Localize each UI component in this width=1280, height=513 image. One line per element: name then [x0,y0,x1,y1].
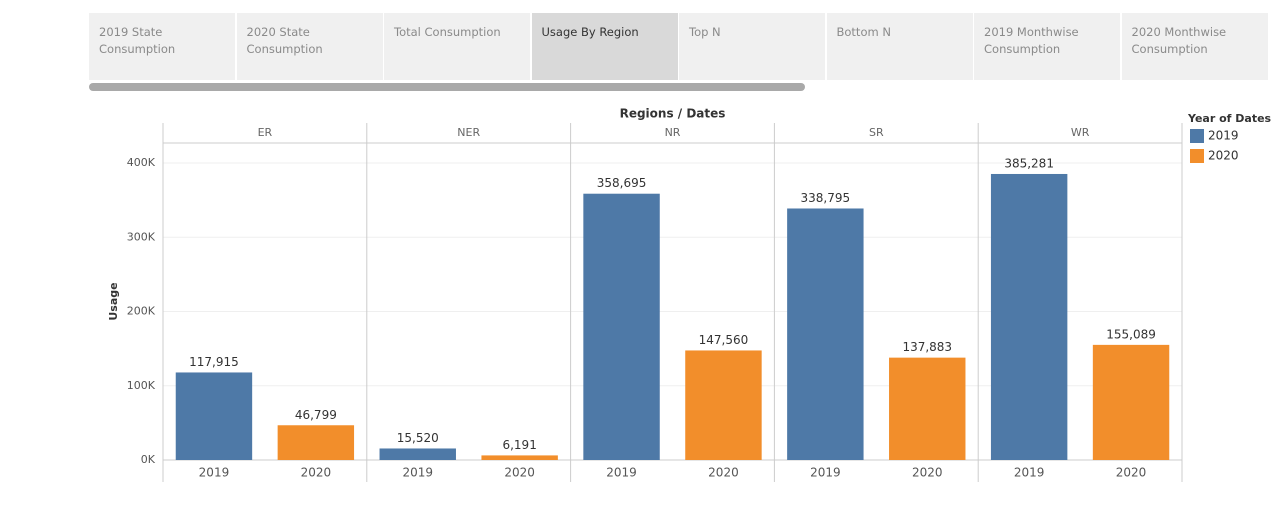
y-tick-label: 400K [127,156,156,169]
value-label: 117,915 [189,355,239,369]
bar [889,357,966,460]
x-tick-label: 2020 [708,466,739,480]
value-label: 155,089 [1106,327,1156,341]
x-tick-label: 2020 [504,466,535,480]
scrollbar[interactable] [89,83,805,91]
bar [685,350,762,460]
bar [990,173,1068,460]
bar [481,455,558,460]
legend-label: 2020 [1208,149,1239,163]
x-tick-label: 2020 [301,466,332,480]
value-label: 338,795 [801,191,851,205]
x-tick-label: 2020 [1116,466,1147,480]
value-label: 385,281 [1004,156,1054,170]
panel-header: NER [457,126,480,139]
legend-label: 2019 [1208,129,1239,143]
panel-header: WR [1071,126,1090,139]
value-label: 147,560 [699,333,749,347]
tab[interactable]: 2019 Monthwise Consumption [974,13,1120,80]
bar [1092,344,1170,460]
tab[interactable]: 2020 Monthwise Consumption [1121,13,1268,80]
tab[interactable]: Total Consumption [384,13,530,80]
tab[interactable]: 2020 State Consumption [236,13,383,80]
panel-header: ER [258,126,273,139]
tab[interactable]: Top N [679,13,825,80]
panel-header: NR [665,126,681,139]
x-tick-label: 2019 [1014,466,1045,480]
bar [277,425,355,460]
x-tick-label: 2020 [912,466,943,480]
y-tick-label: 200K [127,305,156,318]
tab[interactable]: Usage By Region [531,13,678,80]
value-label: 6,191 [502,438,536,452]
legend-title: Year of Dates [1187,112,1272,125]
chart-title: Regions / Dates [620,107,726,121]
y-axis-label: Usage [107,282,120,320]
y-tick-label: 100K [127,379,156,392]
bar [787,208,864,460]
y-tick-label: 300K [127,230,156,243]
tab[interactable]: 2019 State Consumption [89,13,235,80]
y-tick-label: 0K [141,453,156,466]
legend-swatch [1190,129,1204,143]
bar [583,193,660,460]
value-label: 137,883 [902,340,952,354]
x-tick-label: 2019 [199,466,230,480]
panel-header: SR [869,126,884,139]
value-label: 358,695 [597,176,647,190]
tab-bar: 2019 State Consumption 2020 State Consump… [89,13,1269,80]
x-tick-label: 2019 [810,466,841,480]
x-tick-label: 2019 [606,466,637,480]
value-label: 46,799 [295,408,337,422]
legend-swatch [1190,149,1204,163]
x-tick-label: 2019 [402,466,433,480]
bar [379,448,456,460]
bar [175,372,253,460]
value-label: 15,520 [397,431,439,445]
tab[interactable]: Bottom N [826,13,973,80]
